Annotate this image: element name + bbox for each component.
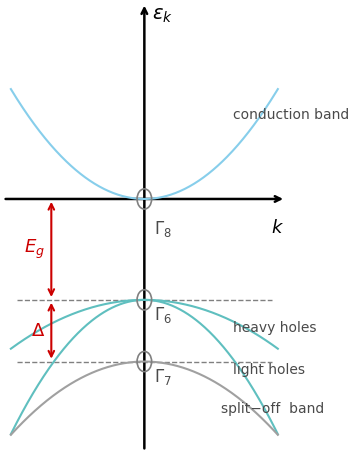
Text: conduction band: conduction band — [233, 108, 350, 122]
Text: $\varepsilon_k$: $\varepsilon_k$ — [152, 5, 172, 25]
Text: $\Gamma_8$: $\Gamma_8$ — [154, 218, 172, 239]
Text: split−off  band: split−off band — [221, 402, 325, 416]
Text: $E_g$: $E_g$ — [24, 238, 45, 261]
Text: k: k — [272, 218, 282, 237]
Text: heavy holes: heavy holes — [233, 321, 317, 335]
Text: light holes: light holes — [233, 363, 306, 377]
Text: $\Gamma_6$: $\Gamma_6$ — [154, 306, 172, 326]
Text: $\Gamma_7$: $\Gamma_7$ — [154, 367, 172, 387]
Text: $\Delta$: $\Delta$ — [31, 322, 45, 340]
